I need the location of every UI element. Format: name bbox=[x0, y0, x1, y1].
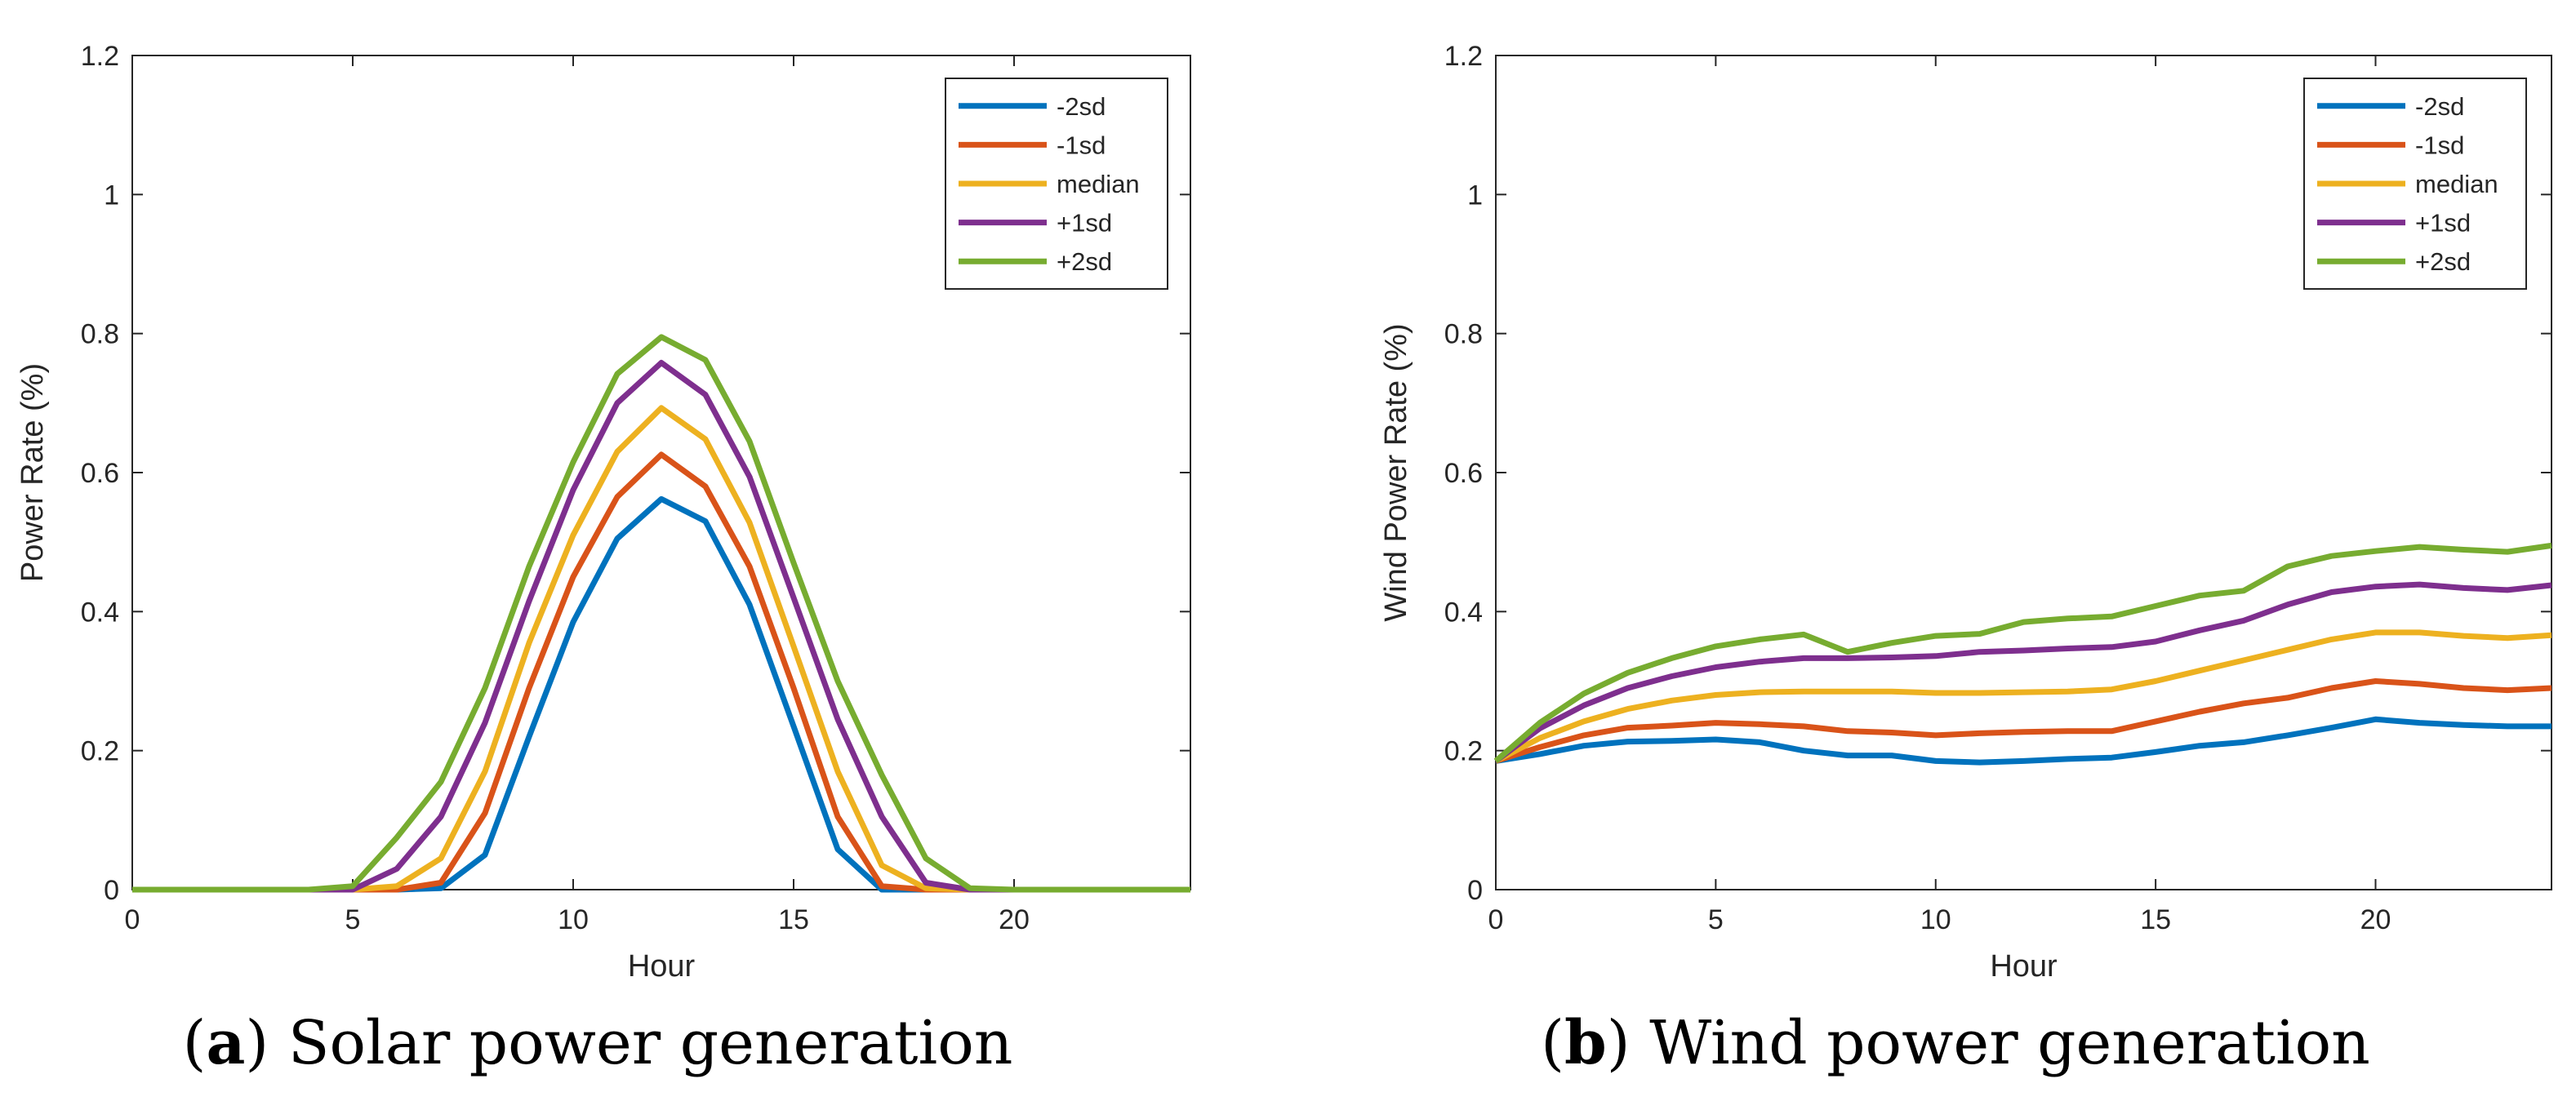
y-tick-label: 0 bbox=[104, 875, 119, 906]
legend-label-+2sd: +2sd bbox=[1057, 247, 1112, 276]
caption-b-text: Wind power generation bbox=[1649, 1008, 2370, 1078]
y-tick-label: 0.6 bbox=[81, 458, 119, 489]
y-tick-label: 1 bbox=[1467, 180, 1483, 211]
x-tick-label: 0 bbox=[125, 904, 140, 935]
y-tick-label: 0.4 bbox=[81, 597, 119, 628]
legend-label-median: median bbox=[1057, 170, 1140, 198]
caption-b-letter: b bbox=[1564, 1008, 1607, 1078]
caption-a-text: Solar power generation bbox=[287, 1008, 1013, 1078]
y-tick-label: 0.8 bbox=[1444, 319, 1483, 350]
caption-a: (a) Solar power generation bbox=[182, 1008, 1013, 1078]
x-tick-label: 15 bbox=[2140, 904, 2171, 935]
caption-b: (b) Wind power generation bbox=[1541, 1008, 2370, 1078]
chart-solar: 0 5 10 15 20 0 0.2 0.4 0.6 0.8 1 1.2 Hour Power Rate … bbox=[16, 41, 1191, 984]
y-tick-label: 1.2 bbox=[1444, 41, 1483, 72]
series-line--2sd bbox=[1495, 716, 2552, 766]
y-tick-label: 0.4 bbox=[1444, 597, 1483, 628]
chart-wind: 0 5 10 15 20 0 0.2 0.4 0.6 0.8 1 1.2 Hour Wind Power … bbox=[1379, 41, 2552, 984]
legend-label--1sd: -1sd bbox=[2415, 131, 2464, 159]
x-tick-label: 20 bbox=[999, 904, 1030, 935]
series-line-+2sd bbox=[1493, 542, 2552, 764]
x-axis-label: Hour bbox=[1990, 949, 2058, 984]
legend-label--2sd: -2sd bbox=[2415, 92, 2464, 121]
legend-label-+1sd: +1sd bbox=[2415, 209, 2471, 238]
x-tick-label: 5 bbox=[345, 904, 361, 935]
y-tick-label: 0.8 bbox=[81, 319, 119, 350]
y-tick-label: 0.2 bbox=[81, 736, 119, 767]
x-tick-label: 5 bbox=[1708, 904, 1724, 935]
series-line-+1sd bbox=[1493, 581, 2552, 764]
y-axis-label: Power Rate (%) bbox=[16, 363, 50, 582]
legend-label-median: median bbox=[2415, 170, 2498, 198]
series-line--1sd bbox=[1494, 678, 2552, 764]
legend-label--1sd: -1sd bbox=[1057, 131, 1106, 159]
y-tick-label: 0 bbox=[1467, 875, 1483, 906]
y-tick-label: 1 bbox=[104, 180, 119, 211]
y-tick-label: 1.2 bbox=[81, 41, 119, 72]
x-axis-label: Hour bbox=[628, 949, 696, 984]
legend-label-+2sd: +2sd bbox=[2415, 247, 2471, 276]
y-tick-label: 0.2 bbox=[1444, 736, 1483, 767]
caption-a-letter: a bbox=[206, 1008, 246, 1078]
legend-label--2sd: -2sd bbox=[1057, 92, 1106, 121]
y-axis-label: Wind Power Rate (%) bbox=[1379, 323, 1413, 621]
legend-label-+1sd: +1sd bbox=[1057, 209, 1112, 238]
x-tick-label: 20 bbox=[2360, 904, 2391, 935]
x-tick-label: 10 bbox=[1920, 904, 1951, 935]
y-tick-label: 0.6 bbox=[1444, 458, 1483, 489]
x-tick-label: 10 bbox=[558, 904, 589, 935]
x-tick-label: 0 bbox=[1488, 904, 1504, 935]
series-line-+2sd bbox=[132, 334, 1190, 893]
x-tick-label: 15 bbox=[778, 904, 809, 935]
series-line-median bbox=[1494, 629, 2552, 764]
